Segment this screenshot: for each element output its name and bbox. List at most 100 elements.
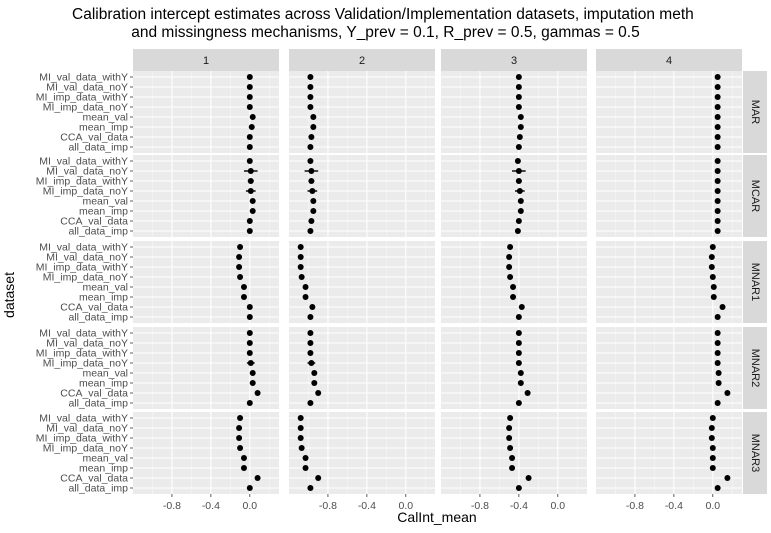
y-tick-label: MI_val_data_noY (46, 252, 128, 264)
facet-strip-col-label: 1 (203, 55, 209, 67)
y-tick-label: mean_val (82, 282, 128, 294)
data-point (714, 178, 721, 184)
facet-strip-row (743, 241, 767, 323)
data-point (246, 304, 253, 310)
y-tick-label: mean_val (82, 453, 128, 465)
data-point (254, 475, 261, 481)
y-tick-label: all_data_imp (68, 312, 128, 324)
data-point (310, 198, 317, 204)
data-point (515, 104, 522, 110)
y-tick-label: MI_imp_data_withY (36, 262, 128, 274)
data-point (249, 370, 256, 376)
data-point (518, 304, 525, 310)
data-point (298, 274, 305, 280)
y-tick-label: mean_imp (79, 292, 128, 304)
data-point (710, 294, 717, 300)
data-point (714, 228, 721, 234)
data-point (714, 114, 721, 120)
facet-strip-row-label: MCAR (749, 180, 761, 212)
data-point (302, 284, 309, 290)
data-point (246, 94, 253, 100)
data-point (514, 228, 521, 234)
facet-strip-col-label: 2 (359, 55, 365, 67)
data-point (708, 264, 715, 270)
data-point (246, 340, 253, 346)
data-point (517, 208, 524, 214)
panel-background (133, 155, 279, 237)
data-point (714, 485, 721, 491)
data-point (247, 188, 254, 194)
x-tick-label: -0.4 (358, 500, 376, 512)
data-point (517, 370, 524, 376)
data-point (507, 445, 514, 451)
data-point (714, 134, 721, 140)
data-point (236, 264, 243, 270)
data-point (515, 400, 522, 406)
data-point (515, 360, 522, 366)
data-point (307, 485, 314, 491)
data-point (709, 415, 716, 421)
data-point (302, 465, 309, 471)
data-point (515, 314, 522, 320)
data-point (709, 274, 716, 280)
data-point (240, 284, 247, 290)
data-point (714, 218, 721, 224)
y-tick-label: all_data_imp (68, 398, 128, 410)
data-point (714, 400, 721, 406)
data-point (724, 390, 731, 396)
data-point (237, 445, 244, 451)
data-point (246, 314, 253, 320)
data-point (714, 360, 721, 366)
y-tick-label: MI_val_data_withY (39, 156, 128, 168)
data-point (308, 360, 315, 366)
data-point (517, 380, 524, 386)
facet-strip-row (743, 327, 767, 409)
data-point (311, 370, 318, 376)
data-point (524, 390, 531, 396)
facet-strip-col-label: 3 (511, 55, 517, 67)
x-tick-label: -0.4 (665, 500, 683, 512)
y-tick-label: MI_imp_data_withY (36, 176, 128, 188)
y-tick-label: all_data_imp (68, 142, 128, 154)
facet-strip-row-label: MNAR2 (749, 349, 761, 388)
data-point (307, 74, 314, 80)
data-point (515, 330, 522, 336)
data-point (247, 168, 254, 174)
data-point (310, 124, 317, 130)
panel-background (133, 241, 279, 323)
data-point (302, 294, 309, 300)
panel-background (441, 412, 587, 494)
data-point (248, 124, 255, 130)
data-point (515, 168, 522, 174)
y-tick-label: mean_val (82, 368, 128, 380)
data-point (515, 84, 522, 90)
data-point (249, 380, 256, 386)
data-point (714, 84, 721, 90)
data-point (714, 188, 721, 194)
facet-strip-row-label: MAR (749, 100, 761, 125)
data-point (246, 144, 253, 150)
y-tick-label: mean_imp (79, 378, 128, 390)
panel-background (289, 155, 435, 237)
y-tick-label: MI_val_data_withY (39, 242, 128, 254)
data-point (240, 465, 247, 471)
panel-background (289, 412, 435, 494)
data-point (297, 264, 304, 270)
data-point (297, 415, 304, 421)
y-tick-label: MI_imp_data_noY (43, 272, 128, 284)
y-tick-label: all_data_imp (68, 226, 128, 238)
data-point (247, 178, 254, 184)
data-point (517, 198, 524, 204)
data-point (315, 475, 322, 481)
data-point (246, 84, 253, 90)
data-point (307, 340, 314, 346)
data-point (714, 208, 721, 214)
y-tick-label: CCA_val_data (60, 388, 128, 400)
data-point (297, 254, 304, 260)
data-point (310, 208, 317, 214)
data-point (302, 455, 309, 461)
data-point (516, 188, 523, 194)
data-point (308, 178, 315, 184)
data-point (507, 244, 514, 250)
